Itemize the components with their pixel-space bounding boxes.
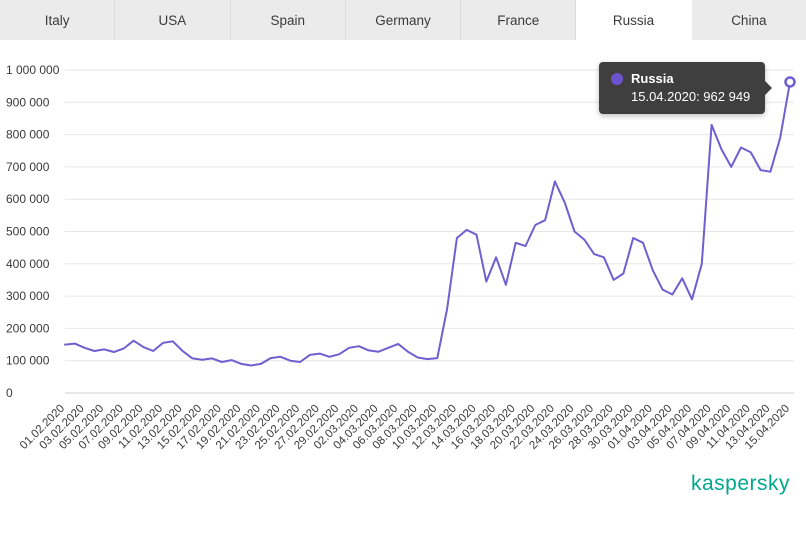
svg-text:600 000: 600 000 xyxy=(6,192,50,206)
tab-germany[interactable]: Germany xyxy=(346,0,462,40)
tab-france[interactable]: France xyxy=(461,0,577,40)
tab-italy[interactable]: Italy xyxy=(0,0,116,40)
svg-text:500 000: 500 000 xyxy=(6,225,50,239)
tooltip-country: Russia xyxy=(631,71,674,86)
svg-text:100 000: 100 000 xyxy=(6,354,50,368)
tab-label: USA xyxy=(158,12,187,28)
svg-text:700 000: 700 000 xyxy=(6,160,50,174)
tab-label: China xyxy=(731,12,767,28)
country-tab-bar: Italy USA Spain Germany France Russia Ch… xyxy=(0,0,806,40)
series-dot-icon xyxy=(611,72,623,85)
tooltip-value: 15.04.2020: 962 949 xyxy=(631,89,751,104)
tab-label: Germany xyxy=(375,12,431,28)
chart-area: 0 100 000 200 000 300 000 400 000 500 000 600 … xyxy=(0,40,806,510)
tab-usa[interactable]: USA xyxy=(115,0,231,40)
tab-russia[interactable]: Russia xyxy=(576,0,692,40)
tab-spain[interactable]: Spain xyxy=(231,0,346,40)
tab-label: Russia xyxy=(612,12,655,28)
tab-label: Italy xyxy=(44,12,70,28)
svg-text:0: 0 xyxy=(6,386,13,400)
svg-text:400 000: 400 000 xyxy=(6,257,50,271)
kaspersky-logo: kaspersky xyxy=(690,472,790,495)
svg-text:200 000: 200 000 xyxy=(6,321,50,335)
tab-china[interactable]: China xyxy=(692,0,806,40)
tab-label: Spain xyxy=(270,12,305,28)
tab-label: France xyxy=(497,12,540,28)
svg-text:300 000: 300 000 xyxy=(6,289,50,303)
svg-text:1 000 000: 1 000 000 xyxy=(6,63,60,77)
svg-text:900 000: 900 000 xyxy=(6,95,50,109)
svg-text:800 000: 800 000 xyxy=(6,128,50,142)
line-chart[interactable]: 0 100 000 200 000 300 000 400 000 500 000 600 … xyxy=(0,40,806,510)
chart-tooltip: Russia 15.04.2020: 962 949 xyxy=(599,62,772,114)
